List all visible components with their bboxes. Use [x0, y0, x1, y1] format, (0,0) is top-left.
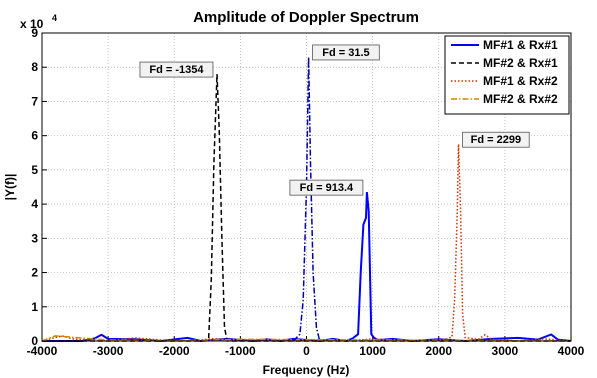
x-axis-label: Frequency (Hz) — [263, 363, 350, 377]
y-tick-label: 6 — [31, 129, 38, 143]
x-tick-label: -4000 — [27, 344, 58, 358]
annotation-box — [289, 179, 364, 196]
x-tick-label: -3000 — [93, 344, 124, 358]
y-exponent-base: x 10 — [20, 17, 44, 31]
annotation-label: Fd = 31.5 — [322, 47, 369, 59]
annotations: Fd = -1354 Fd = 31.5 Fd = 913.4 Fd = 2299 — [139, 44, 530, 196]
y-tick-label: 7 — [31, 94, 38, 108]
annotation-label: Fd = 913.4 — [300, 182, 354, 194]
annotation-box — [312, 44, 380, 61]
annotation-label: Fd = 2299 — [471, 134, 521, 146]
x-tick-label: -1000 — [225, 344, 256, 358]
y-tick-label: 4 — [31, 197, 38, 211]
y-axis-label: |Y(f)| — [3, 174, 17, 201]
legend-box — [444, 35, 570, 115]
y-tick-label: 3 — [31, 231, 38, 245]
axis-ticks: -4000 -3000 -2000 -1000 0 1000 2000 3000 4000 0 1 2… — [27, 26, 585, 358]
y-tick-label: 8 — [31, 60, 38, 74]
annotation-box — [139, 61, 214, 78]
x-tick-label: 0 — [303, 344, 310, 358]
y-tick-label: 9 — [31, 26, 38, 40]
chart-title: Amplitude of Doppler Spectrum — [193, 9, 419, 26]
annotation-label: Fd = -1354 — [149, 64, 204, 76]
legend-label: MF#2 & Rx#1 — [483, 56, 558, 70]
plot-area-frame — [41, 32, 572, 342]
annotation-box — [462, 131, 530, 148]
x-tick-label: 1000 — [359, 344, 386, 358]
legend-label: MF#1 & Rx#2 — [483, 74, 558, 88]
y-tick-label: 0 — [31, 334, 38, 348]
x-tick-label: 4000 — [558, 344, 585, 358]
y-tick-label: 1 — [31, 300, 38, 314]
y-tick-label: 2 — [31, 266, 38, 280]
x-tick-label: 3000 — [492, 344, 519, 358]
y-tick-label: 5 — [31, 163, 38, 177]
x-tick-label: -2000 — [159, 344, 190, 358]
legend: MF#1 & Rx#1 MF#2 & Rx#1 MF#1 & Rx#2 MF#2 & … — [444, 35, 570, 115]
x-tick-label: 2000 — [425, 344, 452, 358]
y-exponent-power: 4 — [52, 13, 57, 23]
legend-label: MF#2 & Rx#2 — [483, 92, 558, 106]
legend-label: MF#1 & Rx#1 — [483, 38, 558, 52]
series-line — [292, 56, 321, 342]
